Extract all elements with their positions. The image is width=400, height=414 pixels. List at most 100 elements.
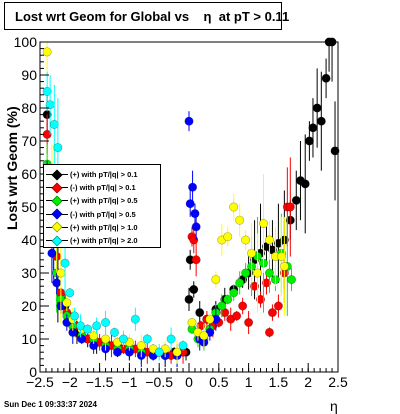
- timestamp: Sun Dec 1 09:33:37 2024: [4, 400, 97, 409]
- y-tick-label: 70: [21, 133, 37, 149]
- title-symbol: η: [203, 9, 212, 24]
- data-point: [142, 334, 152, 344]
- y-tick-label: 50: [21, 199, 37, 215]
- x-tick-label: 0: [185, 374, 193, 390]
- data-point: [232, 311, 242, 321]
- y-tick-label: 90: [21, 67, 37, 83]
- legend-entry: (+) with pT/|q| > 0.5: [44, 194, 160, 207]
- legend-label: (+) with pT/|q| > 2.0: [70, 236, 138, 246]
- chart-title: Lost wrt Geom for Global vs η at pT > 0.…: [4, 2, 289, 30]
- data-point: [49, 120, 59, 130]
- data-point: [77, 334, 87, 344]
- data-point: [229, 202, 239, 212]
- x-tick-label: 2.5: [328, 374, 348, 390]
- legend-label: (-) with pT/|q| > 0.1: [70, 183, 136, 193]
- series-5: [42, 71, 188, 361]
- marker-icon: [51, 195, 63, 207]
- marker-icon: [51, 235, 63, 247]
- data-point: [178, 341, 188, 351]
- data-point: [273, 301, 283, 311]
- data-point: [217, 301, 227, 311]
- data-point: [253, 268, 263, 278]
- data-point: [184, 294, 194, 304]
- data-point: [76, 321, 86, 331]
- data-point: [172, 347, 182, 357]
- data-point: [205, 314, 215, 324]
- data-point: [154, 347, 164, 357]
- data-point: [185, 199, 195, 209]
- data-point: [264, 268, 274, 278]
- data-point: [189, 235, 199, 245]
- x-tick-label: 1: [245, 374, 253, 390]
- data-point: [235, 215, 245, 225]
- data-point: [241, 235, 251, 245]
- data-points-layer: [42, 37, 340, 368]
- x-tick-label: −1.5: [86, 374, 114, 390]
- x-tick-label: −1: [121, 374, 137, 390]
- data-point: [136, 341, 146, 351]
- marker-icon: [51, 208, 63, 220]
- data-point: [92, 321, 102, 331]
- data-point: [187, 317, 197, 327]
- data-point: [190, 209, 200, 219]
- legend-entry: (+) with pT/|q| > 0.1: [44, 168, 160, 181]
- data-point: [330, 146, 340, 156]
- y-tick-label: 10: [21, 331, 37, 347]
- data-point: [276, 252, 286, 262]
- data-point: [47, 248, 57, 258]
- data-point: [321, 73, 331, 83]
- data-point: [264, 235, 274, 245]
- y-tick-label: 60: [21, 166, 37, 182]
- data-point: [223, 232, 233, 242]
- data-point: [83, 324, 93, 334]
- legend-label: (+) with pT/|q| > 0.1: [70, 170, 138, 180]
- data-point: [101, 317, 111, 327]
- data-point: [101, 334, 111, 344]
- data-point: [223, 294, 233, 304]
- data-point: [279, 261, 289, 271]
- data-point: [291, 195, 301, 205]
- data-point: [53, 143, 63, 153]
- marker-icon: [51, 182, 63, 194]
- data-point: [308, 123, 318, 133]
- data-point: [312, 103, 322, 113]
- marker-icon: [51, 169, 63, 181]
- legend-label: (+) with pT/|q| > 1.0: [70, 222, 138, 232]
- y-tick-label: 20: [21, 298, 37, 314]
- data-point: [195, 308, 205, 318]
- data-point: [241, 268, 251, 278]
- data-point: [112, 347, 122, 357]
- data-point: [62, 298, 72, 308]
- data-point: [166, 334, 176, 344]
- x-tick-label: −2.5: [26, 374, 54, 390]
- data-point: [285, 202, 295, 212]
- data-point: [244, 317, 254, 327]
- y-tick-label: 30: [21, 265, 37, 281]
- x-axis-label: η: [330, 398, 338, 414]
- data-point: [52, 278, 62, 288]
- data-point: [300, 179, 310, 189]
- data-point: [70, 311, 80, 321]
- x-tick-label: −0.5: [145, 374, 173, 390]
- data-point: [256, 294, 266, 304]
- data-point: [42, 87, 52, 97]
- data-point: [65, 288, 75, 298]
- x-tick-label: −2: [62, 374, 78, 390]
- data-point: [229, 288, 239, 298]
- data-point: [130, 314, 140, 324]
- legend-label: (+) with pT/|q| > 0.5: [70, 196, 138, 206]
- data-point: [304, 136, 314, 146]
- legend: (+) with pT/|q| > 0.1 (-) with pT/|q| > …: [43, 164, 161, 248]
- x-tick-label: 0.5: [209, 374, 229, 390]
- x-tick-label: 2: [304, 374, 312, 390]
- data-point: [42, 47, 52, 57]
- data-point: [267, 308, 277, 318]
- data-point: [287, 275, 297, 285]
- data-point: [191, 222, 201, 232]
- y-tick-label: 80: [21, 100, 37, 116]
- y-axis-label: Lost wrt Geom (%): [4, 106, 20, 230]
- y-tick-label: 0: [29, 364, 37, 380]
- data-point: [60, 258, 70, 268]
- title-main: Lost wrt Geom for Global vs: [15, 9, 190, 24]
- y-tick-label: 100: [14, 34, 38, 50]
